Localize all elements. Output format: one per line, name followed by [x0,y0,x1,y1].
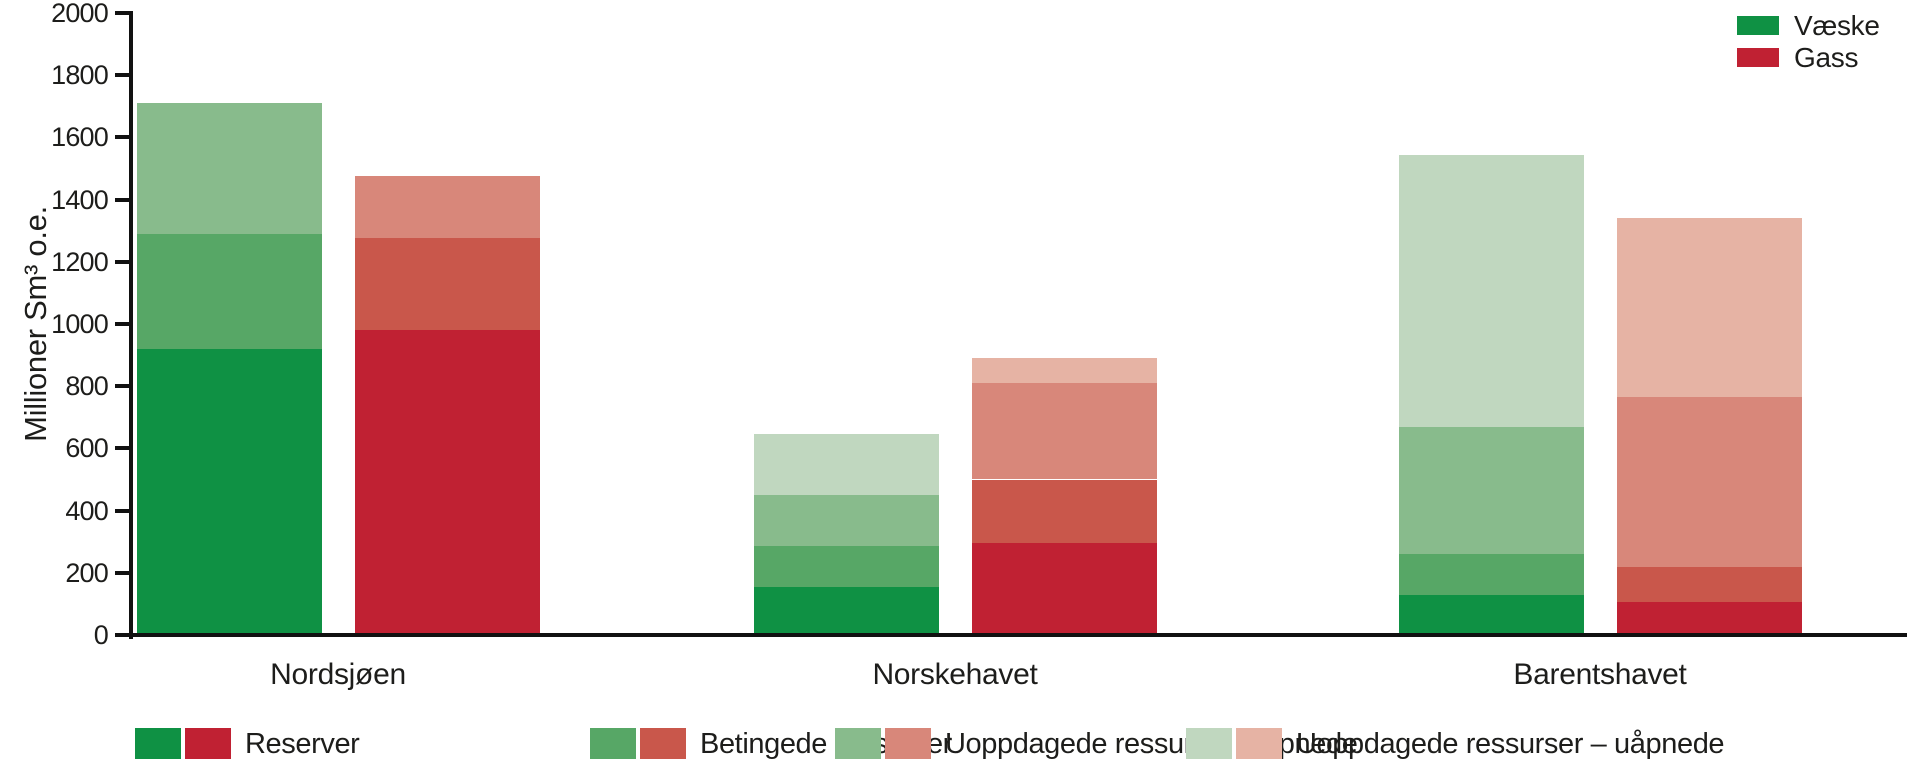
y-tick-mark [115,322,129,326]
legend-swatch [1186,728,1232,759]
bar-segment [1616,218,1802,398]
bar-segment [136,233,322,349]
y-tick-label: 1000 [51,309,109,339]
x-axis-label: Nordsjøen [270,658,406,691]
legend-swatch [835,728,881,759]
bar-segment [1398,154,1584,427]
bar-segment [136,348,322,635]
legend-label: Væske [1794,10,1880,41]
y-tick-label: 2000 [51,0,109,28]
legend-swatch [1737,16,1779,35]
bar-segment [1398,426,1584,555]
y-tick-label: 400 [65,495,108,526]
bar-segment [354,238,540,331]
y-tick-label: 1800 [51,60,109,91]
y-tick-mark [115,135,129,140]
y-tick-label: 1600 [51,122,109,153]
bar-segment [1616,566,1802,603]
bar-segment [971,358,1157,384]
x-axis-label: Norskehavet [872,658,1038,691]
y-tick-mark [115,508,129,513]
legend-swatch [185,728,231,759]
legend-swatch [590,728,636,759]
legend-swatch [135,728,181,759]
y-tick-label: 0 [93,620,109,650]
bar-segment [971,543,1157,635]
bar-segment [1398,594,1584,635]
y-tick-label: 1400 [51,184,109,215]
bar-segment [354,330,540,635]
bar-segment [753,546,939,587]
y-tick-mark [115,633,129,637]
legend-label: Uoppdagede ressurser – uåpnede [1296,728,1725,760]
bar-segment [354,176,540,239]
bar-segment [971,383,1157,480]
bar-segment [971,479,1157,544]
legend-label: Uoppdagede ressurser – åpnede [945,728,1358,760]
y-tick-mark [115,570,129,575]
y-tick-label: 1200 [51,246,109,277]
bar-segment [753,434,939,496]
y-tick-mark [115,73,129,78]
y-tick-mark [115,384,129,389]
bar-segment [753,586,939,635]
y-tick-label: 800 [65,371,108,402]
x-axis-line [129,633,1907,637]
bar-segment [753,495,939,547]
legend-label: Reserver [245,728,360,760]
x-axis-label: Barentshavet [1513,658,1687,691]
y-tick-mark [115,259,129,264]
bar-segment [1616,602,1802,635]
legend-swatch [1236,728,1282,759]
legend-swatch [885,728,931,759]
y-tick-mark [115,446,129,451]
legend-swatch [640,728,686,759]
y-tick-mark [115,11,129,15]
bar-segment [1616,397,1802,567]
y-tick-label: 600 [65,433,108,464]
bar-segment [136,103,322,234]
y-tick-label: 200 [65,557,108,588]
bar-segment [1398,554,1584,595]
legend-label: Gass [1794,42,1859,73]
legend-swatch [1737,48,1779,67]
y-axis-line [129,11,133,639]
y-tick-mark [115,197,129,202]
